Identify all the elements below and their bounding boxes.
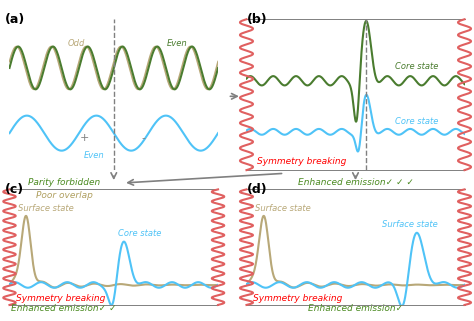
Text: (d): (d) (246, 183, 267, 196)
Text: -: - (141, 133, 145, 143)
Text: Even: Even (167, 39, 188, 48)
Text: +: + (80, 133, 90, 143)
Text: Core state: Core state (118, 229, 161, 238)
Text: Symmetry breaking: Symmetry breaking (16, 293, 105, 302)
Text: Symmetry breaking: Symmetry breaking (253, 293, 342, 302)
Text: Surface state: Surface state (255, 204, 311, 213)
Text: Enhanced emission✓: Enhanced emission✓ (308, 304, 403, 313)
Text: Parity forbidden: Parity forbidden (28, 178, 100, 187)
Text: (c): (c) (5, 183, 24, 196)
Text: Even: Even (84, 152, 105, 160)
Text: Core state: Core state (395, 117, 438, 126)
Text: Symmetry breaking: Symmetry breaking (257, 157, 347, 166)
Text: Enhanced emission✓ ✓ ✓: Enhanced emission✓ ✓ ✓ (298, 178, 413, 187)
Text: Poor overlap: Poor overlap (36, 191, 92, 200)
Text: (b): (b) (246, 13, 267, 26)
Text: (a): (a) (5, 13, 25, 26)
Text: Odd: Odd (68, 39, 85, 48)
Text: Surface state: Surface state (18, 204, 73, 213)
Text: Core state: Core state (395, 62, 438, 71)
Text: Surface state: Surface state (382, 220, 438, 229)
Text: Enhanced emission✓ ✓: Enhanced emission✓ ✓ (11, 304, 117, 313)
